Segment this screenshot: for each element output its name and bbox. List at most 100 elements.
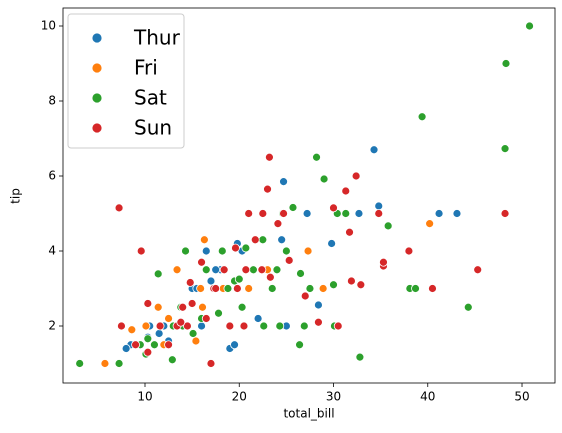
point (374, 209, 384, 218)
point (281, 246, 291, 256)
x-tick-label: 50 (514, 390, 529, 404)
point (411, 284, 420, 293)
x-tick-label: 20 (232, 390, 247, 404)
legend-marker (91, 122, 103, 134)
point (196, 284, 206, 293)
point (214, 308, 223, 318)
point (374, 201, 384, 211)
point (181, 246, 190, 256)
point (191, 336, 201, 346)
point (231, 243, 240, 253)
point (259, 321, 269, 331)
point (341, 209, 351, 218)
y-tick-label: 6 (48, 169, 56, 183)
point (217, 246, 227, 256)
point (379, 257, 388, 267)
point (206, 359, 216, 368)
point (114, 359, 124, 368)
point (404, 246, 414, 256)
point (172, 265, 182, 275)
point (356, 280, 366, 290)
point (296, 269, 305, 278)
x-tick-label: 30 (326, 390, 341, 404)
point (188, 329, 198, 338)
point (277, 235, 287, 245)
point (201, 246, 211, 256)
x-tick-label: 10 (137, 390, 152, 404)
point (273, 219, 283, 229)
point (369, 145, 379, 155)
x-axis-label: total_bill (283, 407, 334, 421)
point (314, 300, 323, 310)
point (383, 221, 393, 231)
y-tick-label: 2 (48, 319, 56, 333)
point (302, 209, 312, 218)
point (178, 302, 188, 312)
point (329, 203, 338, 213)
point (312, 152, 321, 162)
point (100, 359, 110, 368)
point (303, 246, 313, 256)
point (164, 340, 173, 350)
point (198, 302, 207, 312)
point (143, 334, 153, 344)
point (143, 299, 153, 308)
point (201, 265, 211, 275)
legend-label: Sun (134, 116, 172, 140)
legend-marker (91, 32, 103, 44)
point (525, 21, 534, 31)
point (333, 321, 343, 331)
point (153, 269, 163, 279)
point (154, 329, 164, 338)
point (425, 219, 435, 229)
y-axis-label: tip (9, 188, 23, 204)
point (211, 265, 221, 275)
point (452, 209, 462, 218)
point (263, 184, 272, 194)
point (155, 321, 165, 331)
point (265, 152, 274, 162)
point (473, 265, 483, 275)
y-tick-label: 8 (48, 94, 56, 108)
point (248, 265, 258, 275)
point (114, 203, 124, 213)
point (258, 209, 268, 218)
point (253, 314, 263, 323)
point (351, 171, 361, 181)
legend-label: Fri (134, 56, 158, 80)
point (230, 340, 239, 350)
point (167, 355, 177, 365)
point (250, 235, 260, 245)
point (272, 265, 282, 275)
point (183, 321, 192, 331)
point (500, 144, 510, 154)
legend-marker (91, 92, 103, 104)
y-tick-label: 10 (41, 19, 56, 33)
point (136, 246, 146, 256)
point (223, 284, 233, 293)
point (75, 359, 85, 368)
legend-box (67, 13, 185, 149)
point (241, 243, 251, 253)
point (428, 284, 437, 293)
legend-label: Thur (133, 26, 181, 50)
point (219, 265, 229, 275)
point (143, 347, 153, 357)
point (501, 59, 511, 68)
point (299, 321, 309, 331)
point (237, 302, 247, 312)
point (288, 203, 298, 212)
point (284, 255, 294, 265)
point (206, 276, 216, 286)
point (265, 272, 275, 282)
point (185, 278, 195, 287)
point (417, 112, 427, 122)
point (257, 265, 267, 275)
point (279, 209, 288, 218)
point (187, 299, 197, 308)
point (234, 274, 244, 284)
point (201, 314, 211, 323)
point (244, 284, 254, 293)
point (258, 235, 268, 245)
